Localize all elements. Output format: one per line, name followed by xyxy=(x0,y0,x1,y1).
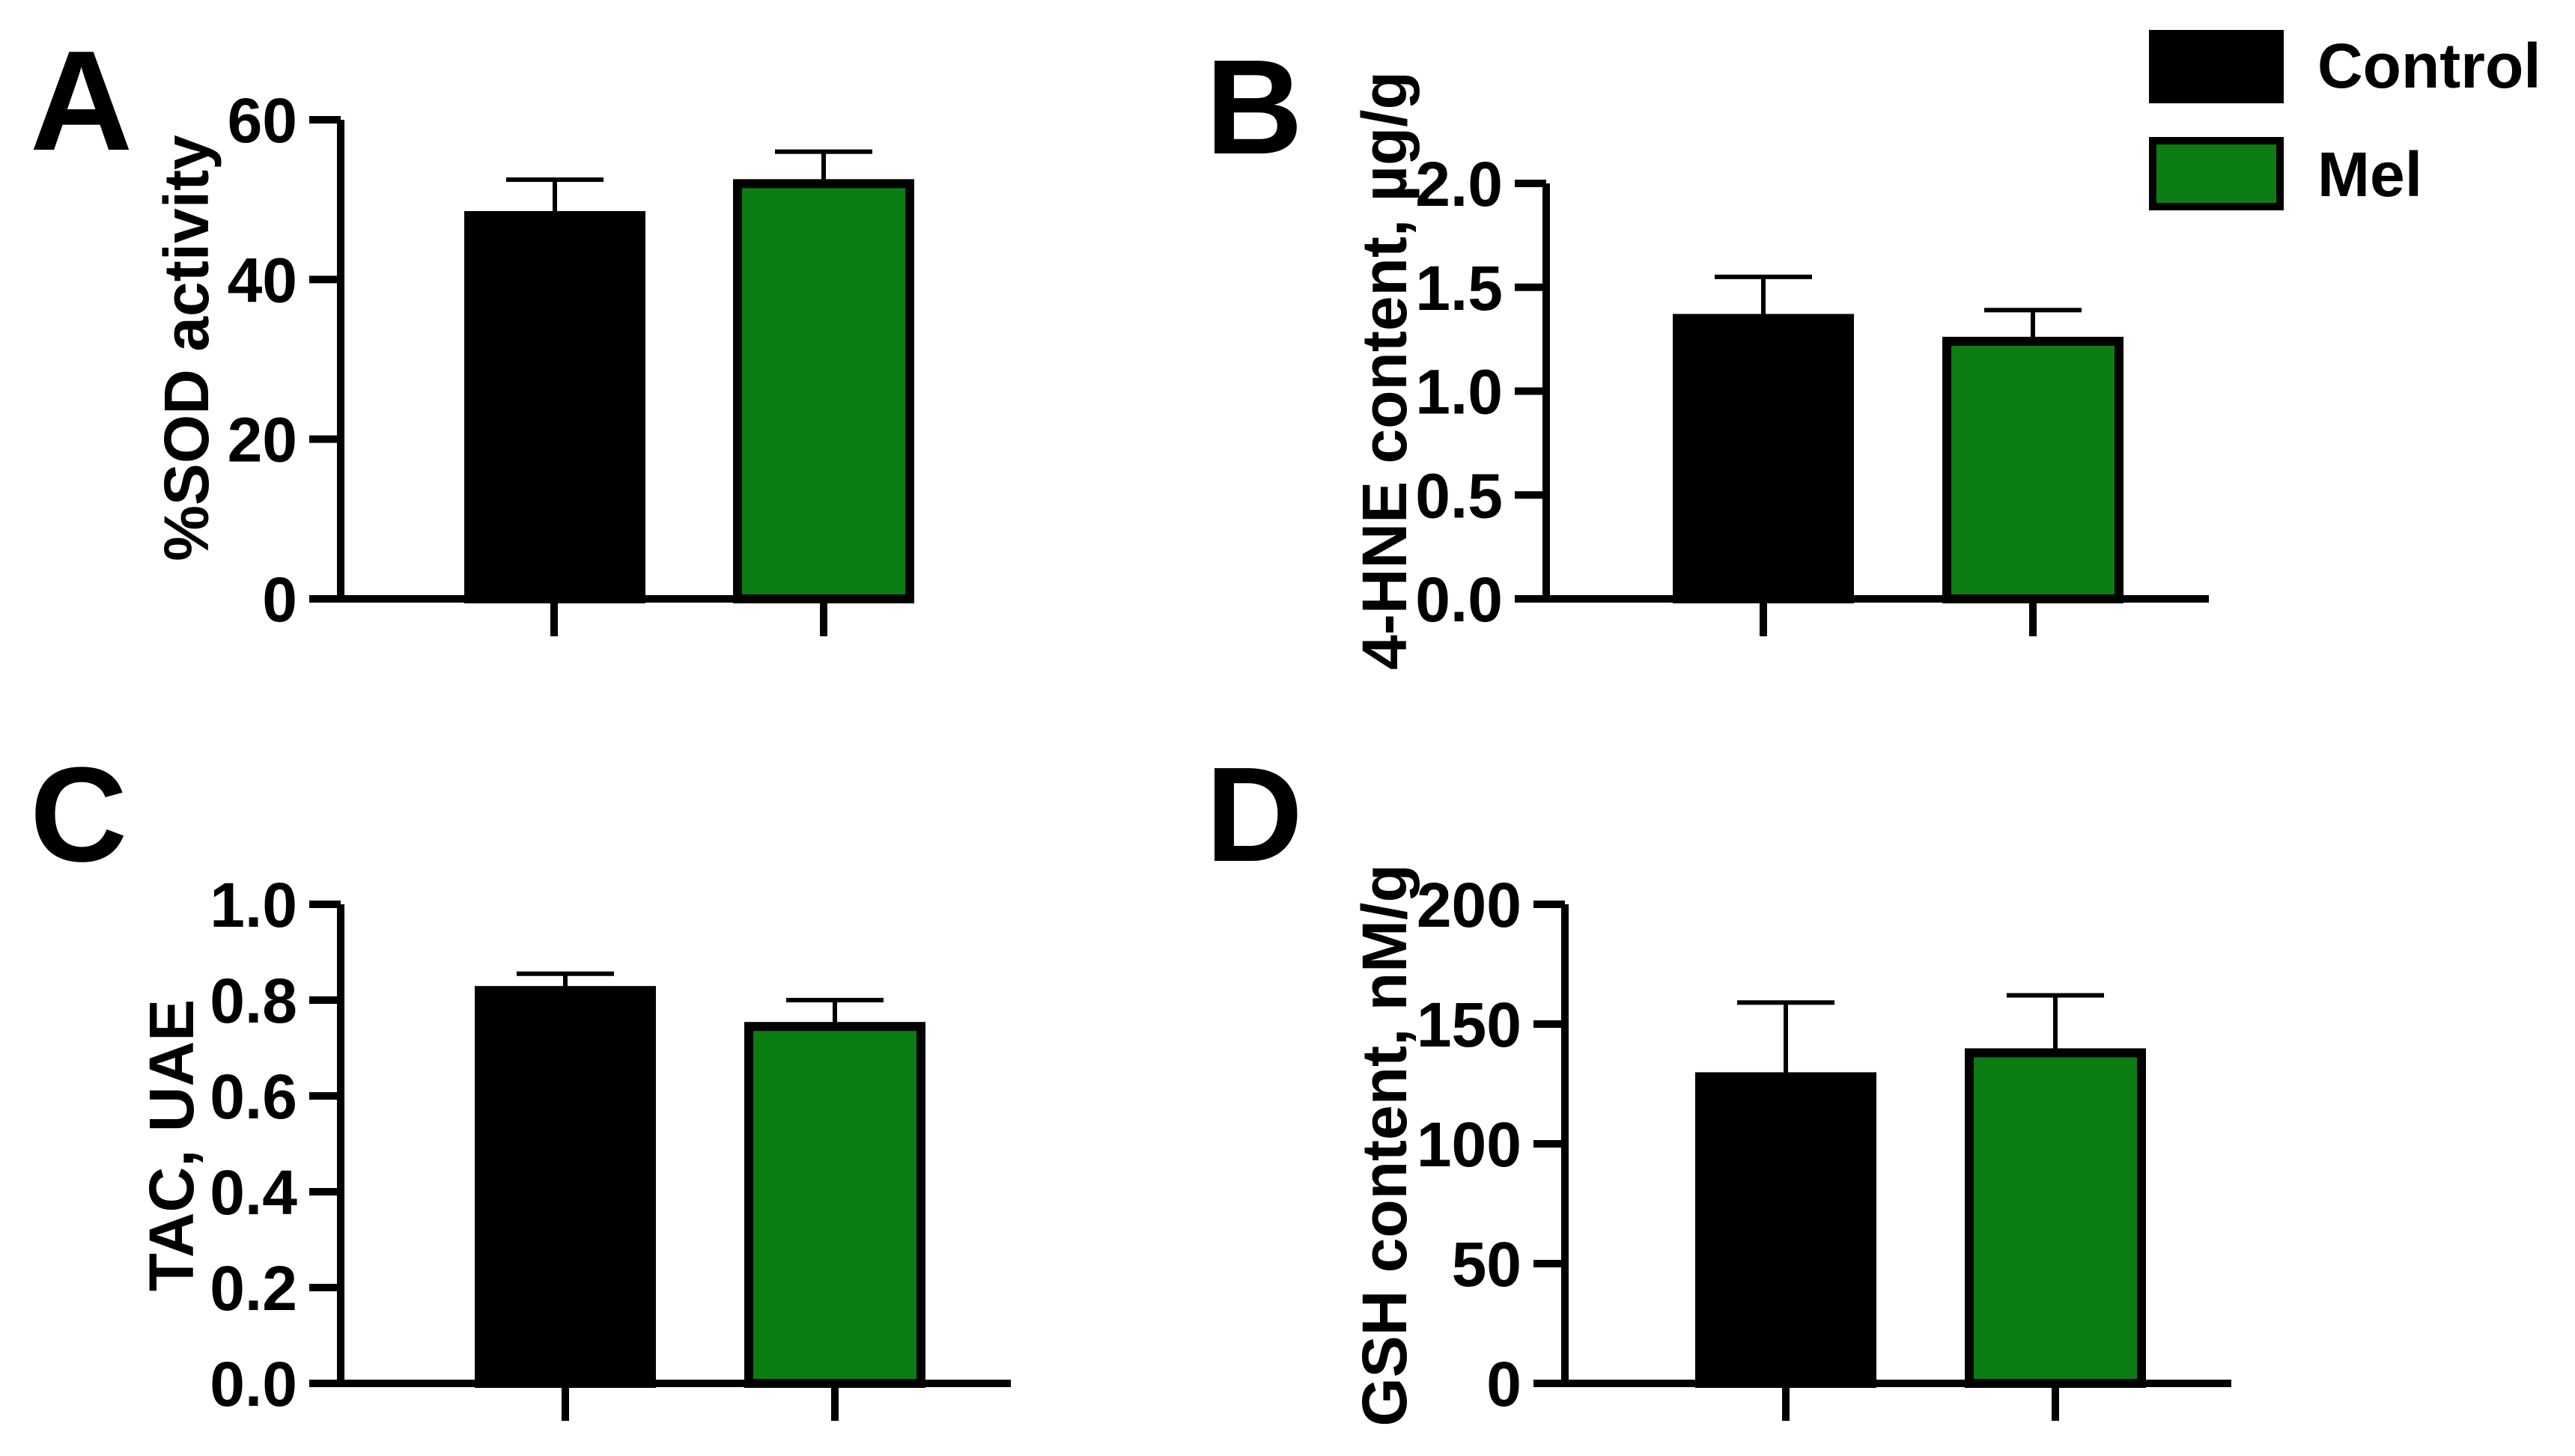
y-tick-label-d: 200 xyxy=(1417,870,1521,940)
y-tick-label-a: 0 xyxy=(262,564,297,635)
legend: Control Mel xyxy=(2149,30,2541,210)
legend-label-control: Control xyxy=(2317,31,2541,101)
bar-d-control xyxy=(1695,1072,1876,1389)
plot-area-b: 0.0 0.5 1.0 1.5 2.0 xyxy=(1415,149,2209,636)
y-axis-label-c: TAC, UAE xyxy=(136,999,207,1291)
panel-c: C TAC, UAE 0.0 0.2 0.4 0.6 0.8 1.0 xyxy=(30,740,1011,1421)
y-tick-label-c: 0.4 xyxy=(210,1157,297,1228)
y-tick-label-b: 0.0 xyxy=(1415,564,1503,635)
bar-a-mel xyxy=(733,179,914,604)
y-tick-label-c: 0.2 xyxy=(210,1253,297,1324)
y-tick-label-d: 50 xyxy=(1452,1229,1521,1300)
y-axis-label-b: 4-HNE content, µg/g xyxy=(1349,71,1420,670)
legend-swatch-control xyxy=(2149,30,2284,103)
y-tick-label-b: 1.0 xyxy=(1415,357,1503,427)
panel-label-b: B xyxy=(1206,32,1303,183)
y-tick-label-d: 0 xyxy=(1486,1349,1521,1419)
plot-area-d: 0 50 100 150 200 xyxy=(1417,870,2231,1421)
bar-b-control xyxy=(1673,314,1854,603)
panel-label-a: A xyxy=(30,22,133,180)
y-tick-label-d: 100 xyxy=(1417,1109,1521,1180)
y-axis-label-d: GSH content, nM/g xyxy=(1349,864,1420,1426)
bar-c-control xyxy=(475,986,656,1388)
y-tick-label-c: 0.0 xyxy=(210,1349,297,1419)
y-tick-label-a: 20 xyxy=(228,405,297,475)
y-tick-label-c: 0.6 xyxy=(210,1061,297,1132)
panel-a: A %SOD activity 0 20 40 60 xyxy=(30,22,914,636)
panel-b: B 4-HNE content, µg/g 0.0 0.5 1.0 1.5 2.0 xyxy=(1206,32,2209,670)
y-tick-label-c: 1.0 xyxy=(210,870,297,940)
y-tick-label-d: 150 xyxy=(1417,990,1521,1060)
y-tick-label-b: 2.0 xyxy=(1415,149,1503,219)
y-axis-label-a: %SOD activity xyxy=(151,135,222,561)
plot-area-c: 0.0 0.2 0.4 0.6 0.8 1.0 xyxy=(210,870,1011,1421)
y-tick-label-b: 1.5 xyxy=(1415,253,1503,323)
bar-a-control xyxy=(464,211,645,603)
legend-label-mel: Mel xyxy=(2317,139,2422,210)
bar-d-mel xyxy=(1965,1048,2146,1389)
bar-b-mel xyxy=(1942,336,2123,603)
y-tick-label-a: 40 xyxy=(228,245,297,315)
bar-c-mel xyxy=(744,1022,925,1388)
panel-label-d: D xyxy=(1206,740,1303,890)
y-tick-label-c: 0.8 xyxy=(210,966,297,1036)
panel-label-c: C xyxy=(30,740,127,890)
y-tick-label-b: 0.5 xyxy=(1415,460,1503,531)
plot-area-a: 0 20 40 60 xyxy=(228,85,914,636)
y-tick-label-a: 60 xyxy=(228,85,297,156)
legend-swatch-mel xyxy=(2149,137,2284,210)
panel-d: D GSH content, nM/g 0 50 100 150 200 xyxy=(1206,740,2231,1427)
